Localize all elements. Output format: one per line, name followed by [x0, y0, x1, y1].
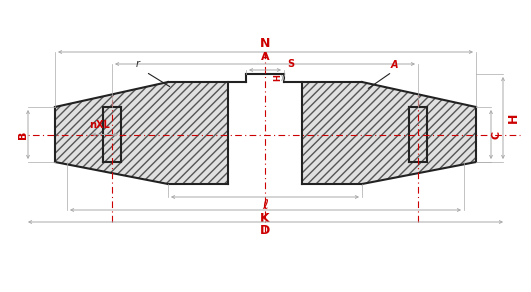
Text: H: H: [273, 74, 282, 81]
Text: nXL: nXL: [90, 119, 110, 129]
Text: B: B: [18, 130, 28, 139]
Polygon shape: [55, 82, 228, 184]
Polygon shape: [409, 107, 427, 162]
Text: N: N: [260, 37, 270, 50]
Polygon shape: [302, 82, 476, 184]
Text: A: A: [261, 52, 269, 62]
Text: K: K: [260, 212, 270, 225]
Text: r: r: [136, 59, 140, 69]
Polygon shape: [103, 107, 121, 162]
Text: C: C: [492, 131, 502, 139]
Text: ℓ: ℓ: [262, 199, 268, 212]
Text: S: S: [287, 59, 294, 69]
Text: A: A: [390, 60, 398, 70]
Text: D: D: [260, 224, 270, 237]
Text: H: H: [507, 113, 520, 123]
